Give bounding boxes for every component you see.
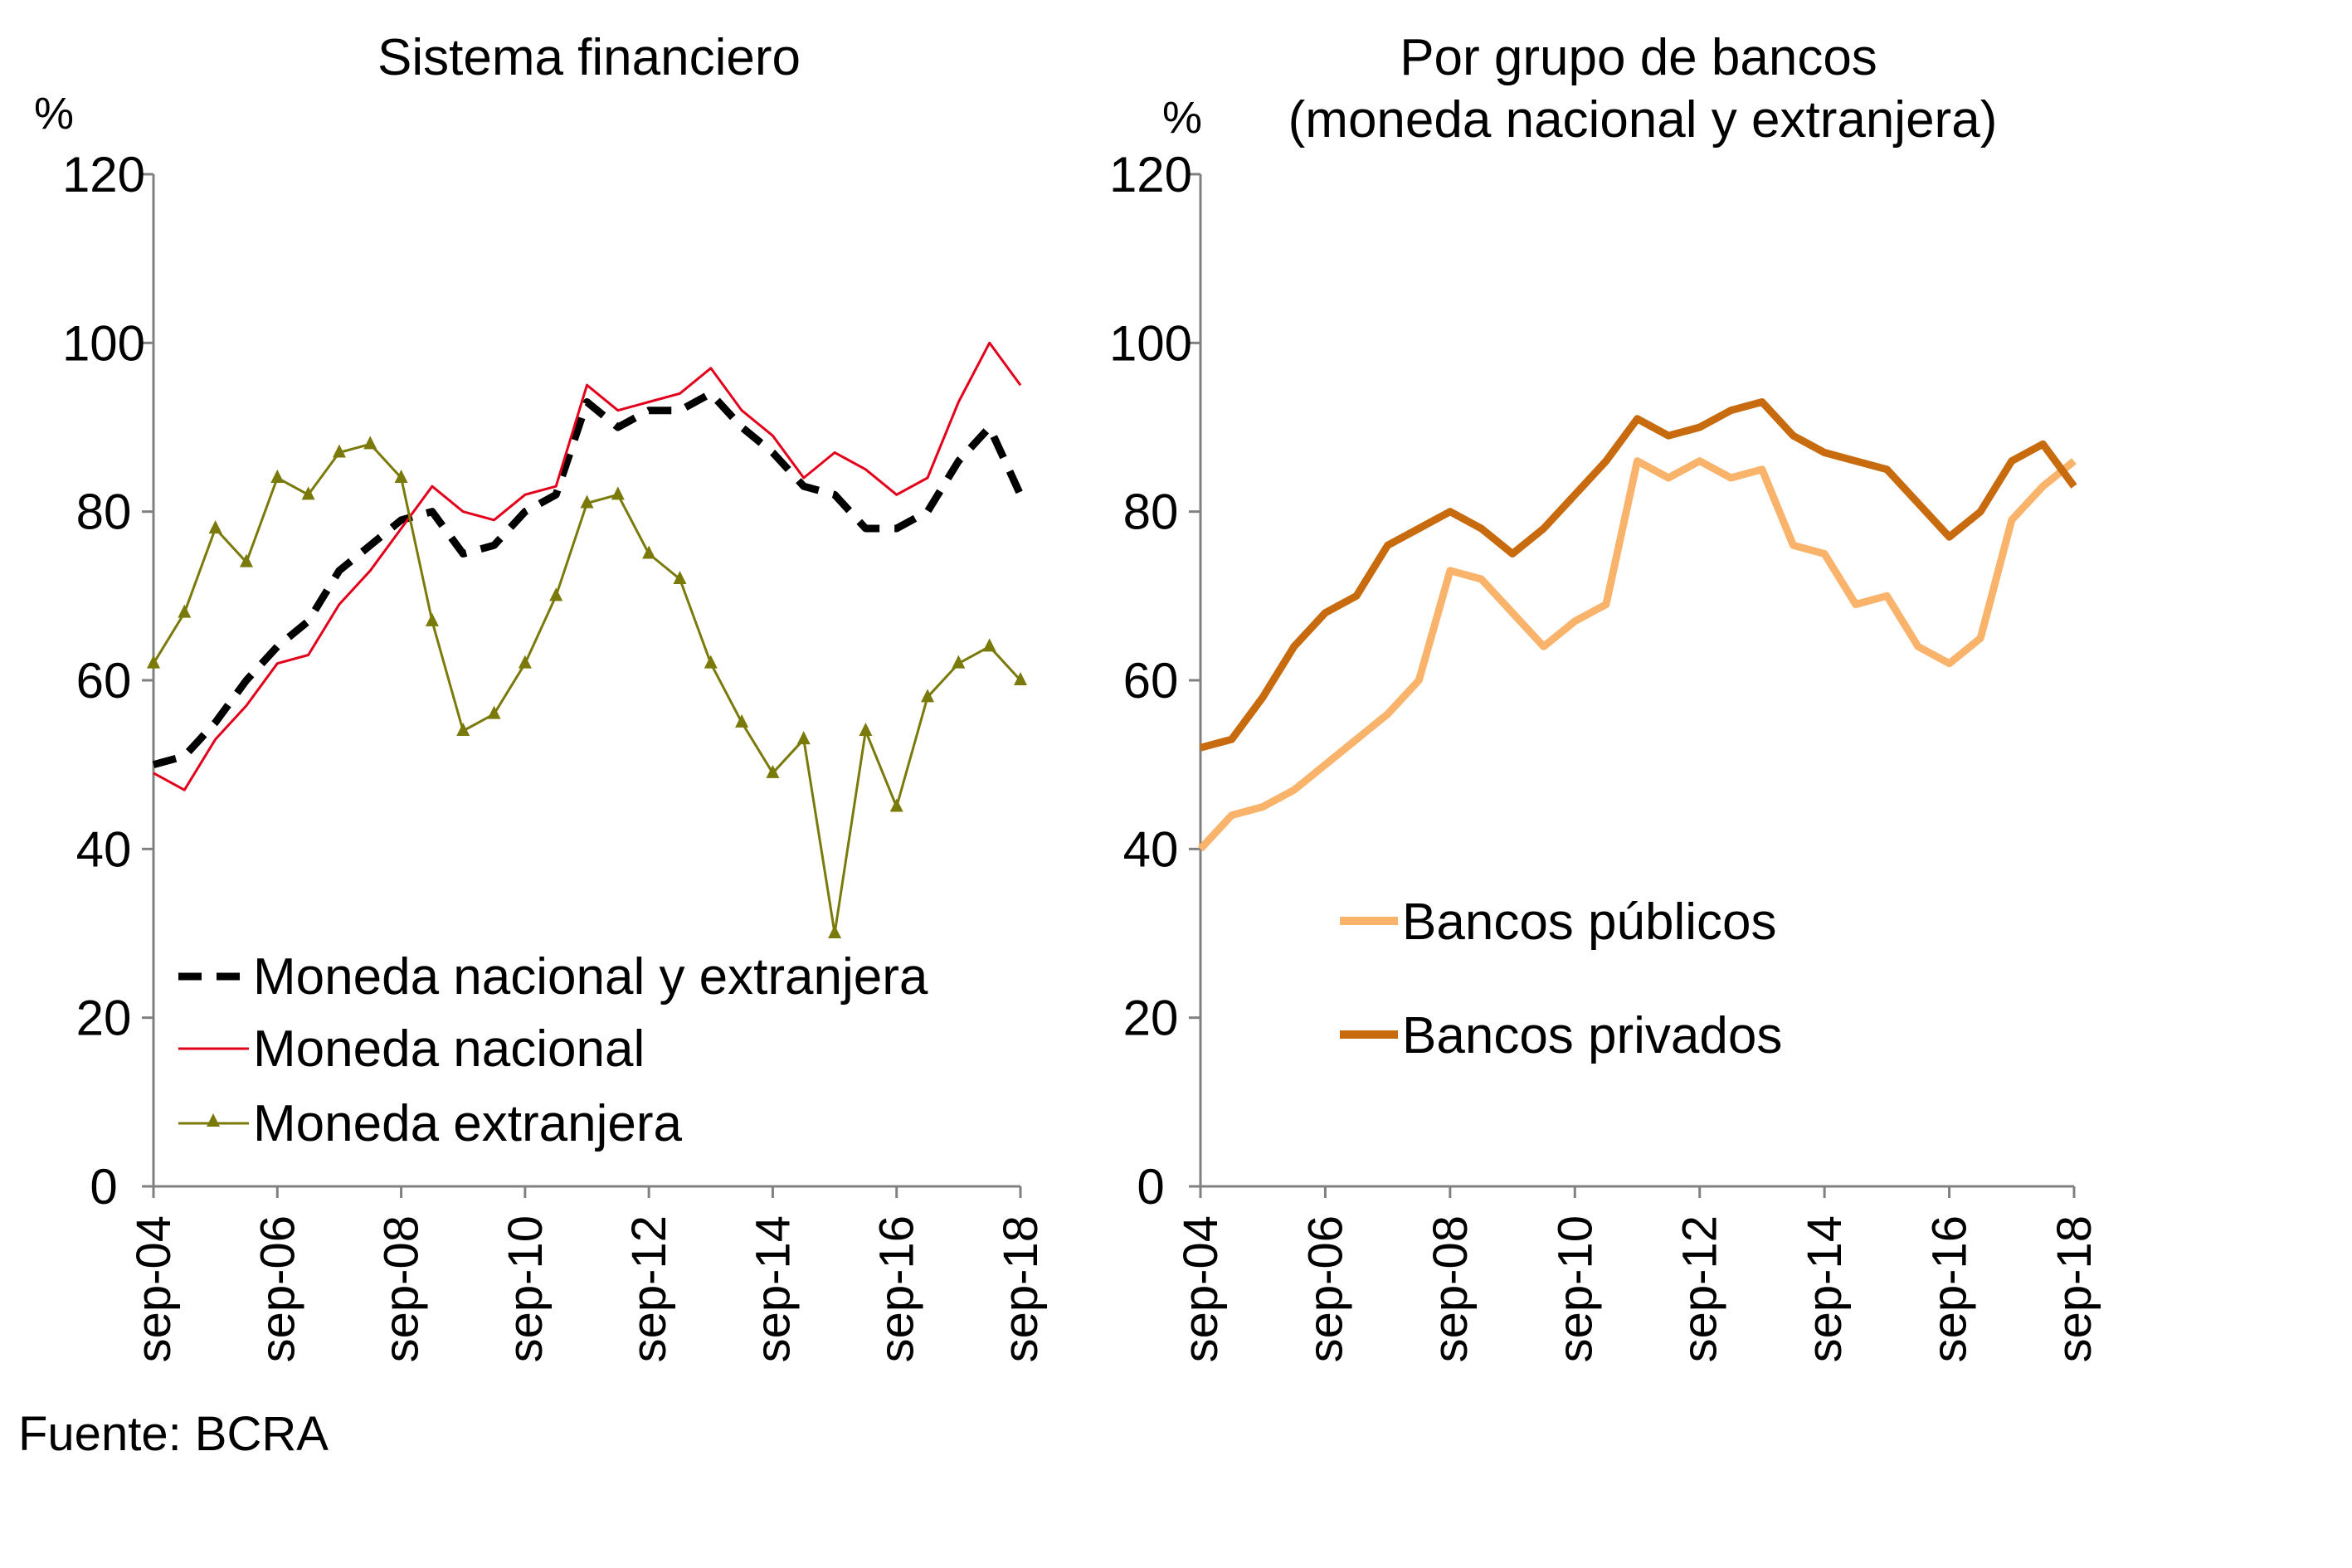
y-tick-label: 80: [76, 485, 132, 540]
chart-title: Sistema financiero: [377, 29, 801, 86]
x-tick-label: sep-12: [622, 1215, 676, 1362]
y-tick-label: 20: [1123, 991, 1179, 1046]
y-tick-label: 60: [76, 653, 132, 709]
x-tick-label: sep-08: [1424, 1215, 1478, 1362]
x-tick-label: sep-04: [127, 1215, 181, 1362]
data-point-marker: [828, 925, 842, 938]
chart-title: Por grupo de bancos: [1400, 29, 1877, 86]
data-point-marker: [239, 553, 253, 567]
x-tick-label: sep-16: [870, 1215, 924, 1362]
legend-label-bancos-publicos: Bancos públicos: [1402, 894, 1777, 951]
data-point-marker: [270, 470, 285, 483]
data-point-marker: [766, 764, 780, 778]
data-point-marker: [704, 655, 718, 669]
y-tick-label: 0: [1137, 1159, 1164, 1215]
data-point-marker: [859, 723, 873, 736]
series-line-bancos-privados: [1199, 398, 2077, 752]
data-point-marker: [178, 604, 192, 618]
legend-label-total: Moneda nacional y extranjera: [253, 948, 928, 1006]
series-line-bancos-p-blicos: [1197, 457, 2077, 852]
x-tick-label: sep-06: [1298, 1215, 1352, 1362]
data-point-marker: [982, 638, 996, 652]
x-tick-label: sep-14: [746, 1215, 800, 1362]
y-tick-label: 100: [62, 315, 145, 371]
data-point-marker: [549, 587, 563, 601]
series-line-moneda-extranjera: [152, 442, 1022, 935]
x-tick-label: sep-08: [375, 1215, 429, 1362]
y-tick-label: 40: [76, 821, 132, 877]
y-axis-unit: %: [1162, 93, 1202, 143]
plot-area: 0 20 40 60 80 100 120 sep-04 sep-06 sep-08 sep-10 s…: [1109, 147, 2101, 1362]
x-tick-label: sep-14: [1798, 1215, 1852, 1362]
y-tick-label: 0: [90, 1159, 117, 1215]
x-tick-label: sep-04: [1174, 1215, 1228, 1362]
data-point-marker: [147, 655, 160, 669]
data-point-marker: [735, 713, 749, 728]
data-point-marker: [518, 655, 532, 669]
data-point-marker: [487, 705, 501, 719]
legend: Moneda nacional y extranjera Moneda naci…: [178, 948, 928, 1152]
data-point-marker: [456, 723, 470, 736]
legend-label-moneda-nacional: Moneda nacional: [253, 1020, 645, 1078]
data-point-marker: [673, 571, 687, 584]
x-tick-label: sep-18: [994, 1215, 1048, 1362]
data-point-marker: [611, 486, 625, 500]
x-tick-label: sep-12: [1673, 1215, 1727, 1362]
x-tick-label: sep-16: [1923, 1215, 1977, 1362]
y-tick-label: 120: [1109, 147, 1192, 202]
y-tick-label: 40: [1123, 821, 1179, 877]
data-point-marker: [952, 655, 966, 669]
y-tick-label: 80: [1123, 485, 1179, 540]
y-tick-label: 60: [1123, 653, 1179, 709]
data-point-marker: [921, 689, 935, 703]
legend: Bancos públicos Bancos privados: [1340, 894, 1782, 1064]
data-point-marker: [301, 486, 315, 500]
data-point-marker: [208, 520, 222, 533]
data-point-marker: [1014, 672, 1027, 685]
x-tick-label: sep-10: [1548, 1215, 1602, 1362]
data-point-marker: [889, 798, 903, 812]
data-point-marker: [332, 444, 346, 458]
data-point-marker: [580, 494, 594, 509]
data-point-marker: [394, 470, 408, 483]
panel-sistema-financiero: Sistema financiero % 0 20 40 60 80 100 120 sep-…: [34, 29, 1048, 1362]
y-axis-unit: %: [34, 89, 74, 139]
x-tick-label: sep-06: [251, 1215, 304, 1362]
data-point-marker: [796, 731, 811, 745]
legend-label-moneda-extranjera: Moneda extranjera: [253, 1095, 682, 1152]
legend-marker-triangle: [207, 1113, 220, 1127]
y-tick-label: 20: [76, 991, 132, 1046]
data-point-marker: [425, 612, 439, 626]
panel-por-grupo-de-bancos: Por grupo de bancos % (moneda nacional y…: [1109, 29, 2101, 1362]
series-line-moneda-nacional-y-extranjera: [152, 389, 1025, 769]
legend-label-bancos-privados: Bancos privados: [1402, 1007, 1782, 1064]
data-point-marker: [642, 545, 656, 559]
source-note: Fuente: BCRA: [18, 1407, 329, 1461]
x-tick-label: sep-10: [499, 1215, 553, 1362]
y-tick-label: 120: [62, 147, 145, 202]
plot-area: 0 20 40 60 80 100 120 sep-04 sep-06 sep-08 sep-10 s…: [62, 147, 1048, 1362]
data-point-marker: [363, 436, 377, 450]
chart-subtitle: (moneda nacional y extranjera): [1288, 91, 1998, 149]
y-tick-label: 100: [1109, 315, 1192, 371]
x-tick-label: sep-18: [2048, 1215, 2101, 1362]
series-line-moneda-nacional: [153, 341, 1022, 791]
